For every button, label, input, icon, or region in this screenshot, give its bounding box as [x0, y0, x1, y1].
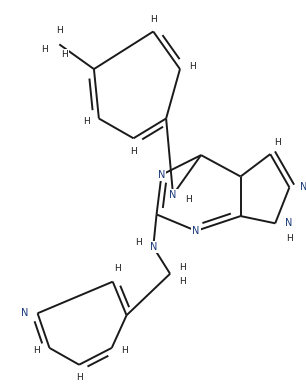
Text: N: N: [300, 182, 306, 192]
Text: N: N: [158, 170, 165, 180]
Text: H: H: [150, 15, 157, 24]
Text: H: H: [114, 264, 121, 273]
Text: H: H: [286, 234, 293, 243]
Text: H: H: [121, 346, 128, 355]
Text: N: N: [21, 308, 28, 318]
Text: H: H: [130, 147, 137, 156]
Text: H: H: [135, 238, 142, 247]
Text: N: N: [192, 226, 200, 236]
Text: H: H: [33, 346, 40, 355]
Text: H: H: [61, 50, 68, 59]
Text: H: H: [185, 195, 192, 204]
Text: H: H: [41, 45, 48, 54]
Text: H: H: [180, 263, 186, 272]
Text: H: H: [180, 277, 186, 286]
Text: N: N: [150, 242, 157, 252]
Text: H: H: [274, 138, 281, 147]
Text: N: N: [285, 218, 293, 228]
Text: H: H: [76, 373, 83, 382]
Text: H: H: [83, 117, 89, 126]
Text: N: N: [169, 190, 177, 200]
Text: H: H: [56, 26, 63, 35]
Text: H: H: [189, 62, 196, 70]
